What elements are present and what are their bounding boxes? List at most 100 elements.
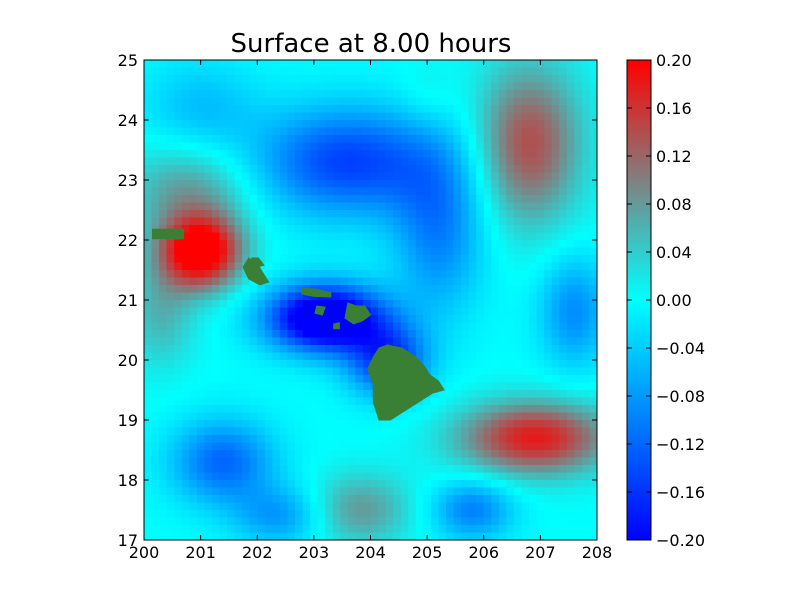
heatmap-cell <box>378 135 387 144</box>
heatmap-cell <box>370 435 379 444</box>
heatmap-cell <box>408 202 417 211</box>
heatmap-cell <box>544 532 553 540</box>
heatmap-cell <box>272 375 281 384</box>
heatmap-cell <box>438 82 447 91</box>
heatmap-cell <box>461 480 470 489</box>
heatmap-cell <box>174 97 183 106</box>
heatmap-cell <box>287 262 296 271</box>
heatmap-cell <box>385 112 394 121</box>
heatmap-cell <box>355 510 364 519</box>
heatmap-cell <box>227 150 236 159</box>
heatmap-cell <box>461 97 470 106</box>
heatmap-cell <box>551 465 560 474</box>
heatmap-cell <box>325 397 334 406</box>
heatmap-cell <box>174 405 183 414</box>
heatmap-cell <box>242 247 251 256</box>
heatmap-cell <box>264 172 273 181</box>
heatmap-cell <box>272 255 281 264</box>
heatmap-cell <box>196 225 205 234</box>
heatmap-cell <box>483 510 492 519</box>
heatmap-cell <box>408 105 417 114</box>
heatmap-cell <box>362 525 372 534</box>
heatmap-cell <box>378 480 387 489</box>
heatmap-cell <box>211 345 221 354</box>
heatmap-cell <box>468 292 477 301</box>
heatmap-cell <box>521 405 530 414</box>
heatmap-cell <box>574 382 583 391</box>
heatmap-cell <box>581 435 591 444</box>
heatmap-cell <box>521 517 530 526</box>
heatmap-cell <box>461 127 470 136</box>
heatmap-cell <box>498 232 507 241</box>
heatmap-cell <box>483 105 492 114</box>
heatmap-cell <box>189 502 198 511</box>
heatmap-cell <box>340 532 349 540</box>
heatmap-cell <box>211 300 221 309</box>
heatmap-cell <box>204 225 213 234</box>
heatmap-cell <box>295 165 304 174</box>
heatmap-cell <box>317 75 326 84</box>
heatmap-cell <box>430 150 440 159</box>
heatmap-cell <box>378 112 387 121</box>
heatmap-cell <box>566 277 575 286</box>
heatmap-cell <box>159 435 168 444</box>
heatmap-cell <box>219 195 228 204</box>
heatmap-cell <box>536 435 545 444</box>
heatmap-cell <box>204 315 213 324</box>
heatmap-cell <box>483 240 492 249</box>
heatmap-cell <box>370 157 379 166</box>
heatmap-cell <box>257 450 266 459</box>
heatmap-cell <box>529 487 538 496</box>
heatmap-cell <box>227 127 236 136</box>
heatmap-cell <box>234 172 243 181</box>
heatmap-cell <box>257 435 266 444</box>
heatmap-cell <box>189 150 198 159</box>
heatmap-cell <box>166 180 175 189</box>
heatmap-cell <box>317 225 326 234</box>
heatmap-cell <box>317 262 326 271</box>
heatmap-cell <box>227 262 236 271</box>
heatmap-cell <box>287 277 296 286</box>
heatmap-cell <box>468 255 477 264</box>
heatmap-cell <box>302 270 311 279</box>
heatmap-cell <box>400 142 409 151</box>
heatmap-cell <box>325 375 334 384</box>
heatmap-cell <box>219 315 228 324</box>
heatmap-cell <box>166 480 175 489</box>
heatmap-cell <box>483 465 492 474</box>
heatmap-cell <box>272 495 281 504</box>
heatmap-cell <box>521 427 530 436</box>
heatmap-cell <box>310 165 319 174</box>
heatmap-cell <box>295 277 304 286</box>
heatmap-cell <box>181 157 190 166</box>
heatmap-cell <box>204 450 213 459</box>
heatmap-cell <box>340 367 349 376</box>
heatmap-cell <box>234 90 243 99</box>
heatmap-cell <box>347 495 356 504</box>
heatmap-cell <box>551 292 560 301</box>
heatmap-cell <box>521 240 530 249</box>
heatmap-cell <box>272 345 281 354</box>
heatmap-cell <box>264 157 273 166</box>
heatmap-cell <box>400 435 409 444</box>
heatmap-cell <box>249 150 258 159</box>
heatmap-cell <box>295 307 304 316</box>
heatmap-cell <box>446 345 455 354</box>
heatmap-cell <box>347 127 356 136</box>
heatmap-cell <box>378 472 387 481</box>
heatmap-cell <box>227 457 236 466</box>
heatmap-cell <box>400 127 409 136</box>
heatmap-cell <box>521 157 530 166</box>
heatmap-cell <box>181 97 190 106</box>
heatmap-cell <box>430 480 440 489</box>
heatmap-cell <box>476 330 485 339</box>
heatmap-cell <box>287 450 296 459</box>
heatmap-cell <box>589 480 597 489</box>
heatmap-cell <box>453 457 462 466</box>
heatmap-cell <box>468 300 477 309</box>
heatmap-cell <box>272 330 281 339</box>
heatmap-cell <box>453 420 462 429</box>
heatmap-cell <box>521 150 530 159</box>
heatmap-cell <box>174 210 183 219</box>
heatmap-cell <box>574 405 583 414</box>
